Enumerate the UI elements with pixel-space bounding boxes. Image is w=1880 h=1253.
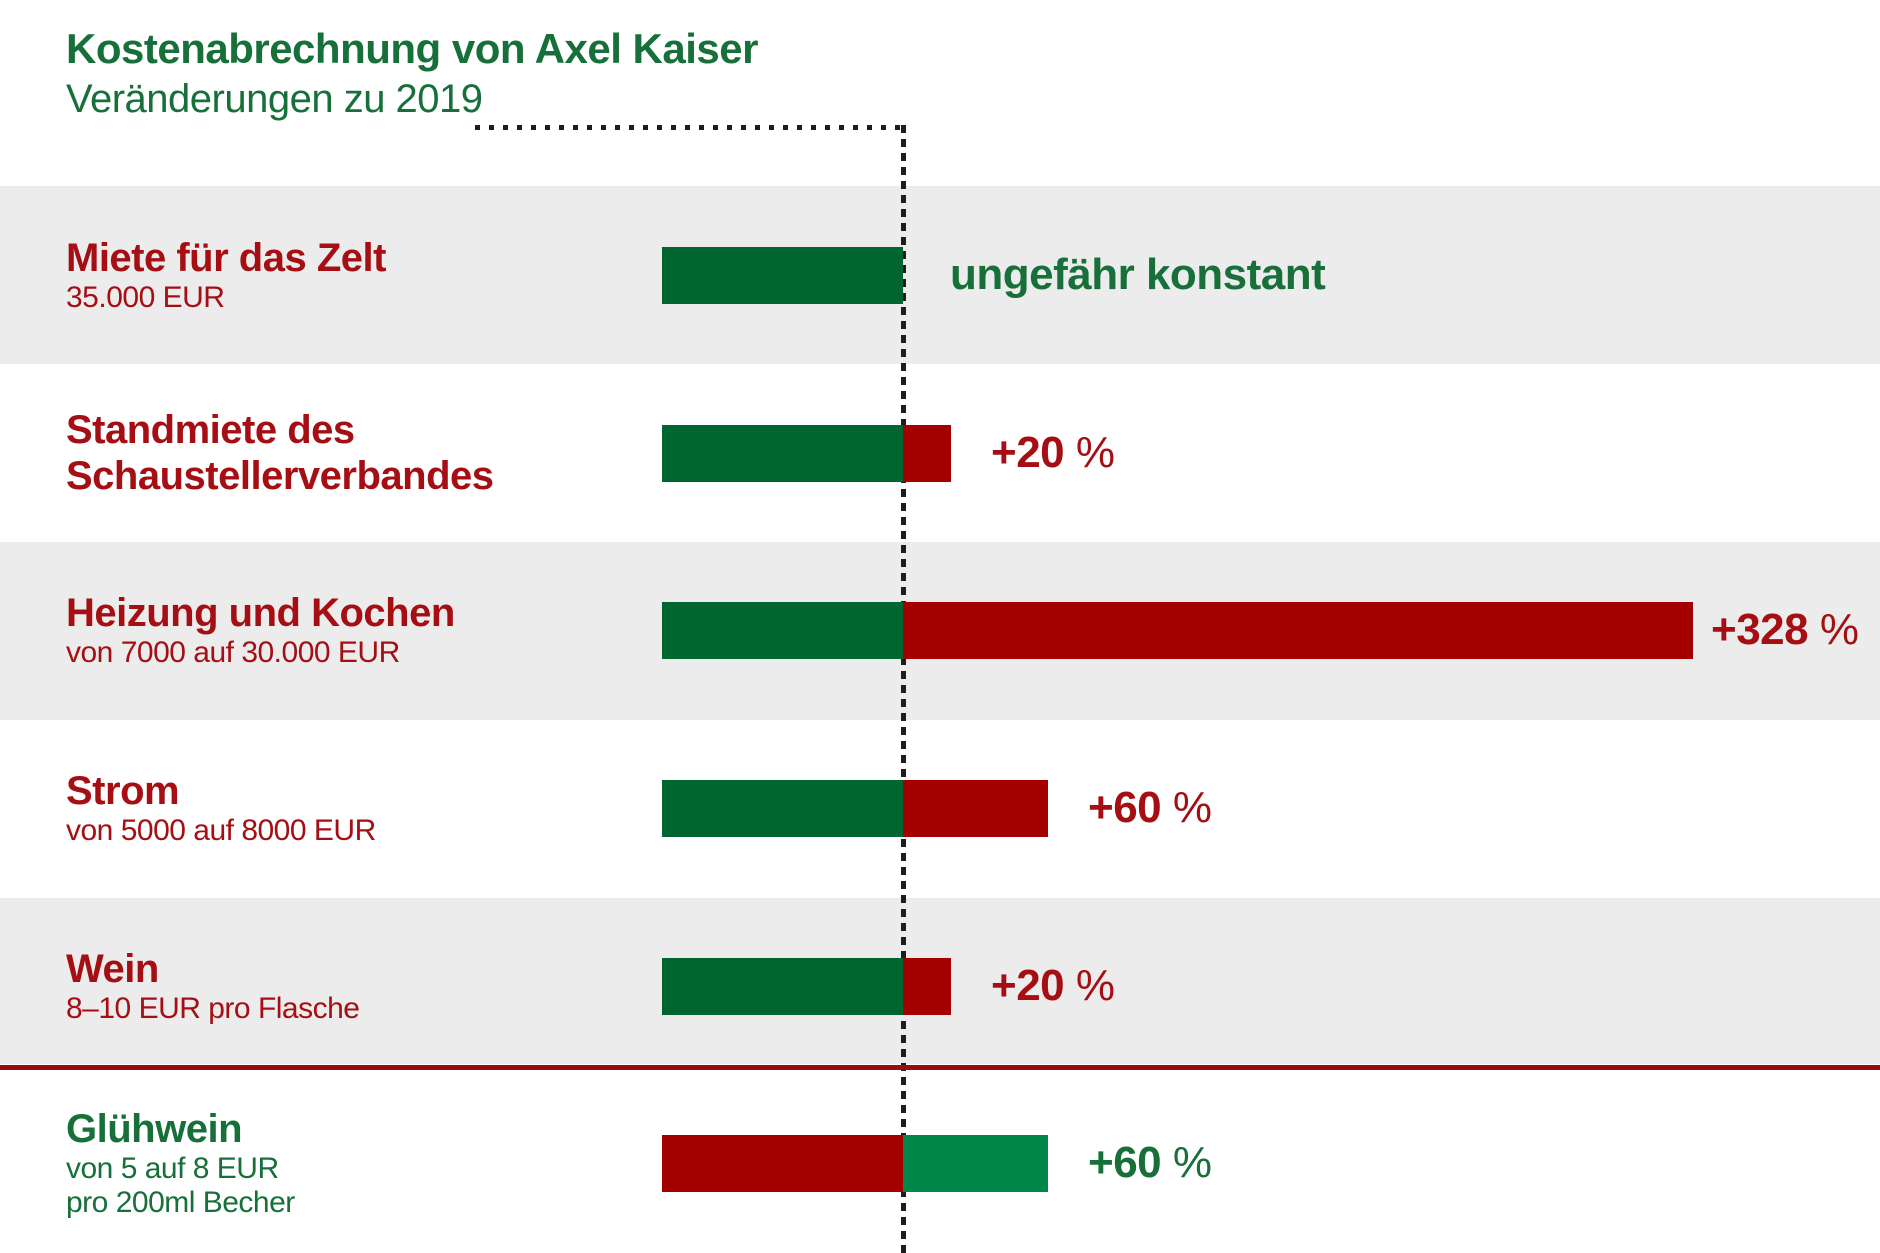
row-category: Miete für das Zelt [66,236,386,280]
change-annotation-value: ungefähr konstant [950,250,1326,299]
page-title: Kostenabrechnung von Axel Kaiser [66,25,758,72]
row-category: Wein [66,947,159,991]
change-annotation: +20 % [991,964,1115,1008]
change-annotation: ungefähr konstant [950,250,1326,299]
row-detail: 8–10 EUR pro Flasche [66,992,360,1025]
row-category: Heizung und Kochen [66,591,455,635]
row-label-block: Wein 8–10 EUR pro Flasche [66,946,360,1026]
divider-line [0,1065,1880,1070]
row-category: Glühwein [66,1107,242,1151]
bar-change-segment [903,1134,1048,1192]
change-annotation-percent-sign: % [1064,961,1115,1010]
bar-baseline-segment [662,957,903,1015]
change-annotation-value: +60 [1088,1138,1162,1187]
row-category: Standmiete des [66,408,355,452]
row-detail: 35.000 EUR [66,281,225,314]
bar-change-segment [903,779,1048,837]
row-detail: pro 200ml Becher [66,1186,295,1219]
row-label-block: Standmiete des Schaustellerverbandes [66,407,494,499]
bar-change-segment [903,601,1693,659]
row-category: Strom [66,769,180,813]
row-label-block: Miete für das Zelt 35.000 EUR [66,235,386,315]
baseline-dashed-line [901,125,906,1253]
change-annotation: +20 % [991,431,1115,475]
bar-baseline-segment [662,424,903,482]
header: Kostenabrechnung von Axel Kaiser Verände… [66,24,758,124]
bar-baseline-segment [662,246,903,304]
change-annotation-value: +328 [1711,605,1809,654]
change-annotation-value: +20 [991,961,1065,1010]
row-detail: von 7000 auf 30.000 EUR [66,636,400,669]
change-annotation: +328 % [1711,605,1859,654]
row-detail: von 5 auf 8 EUR [66,1152,279,1185]
row-category: Schaustellerverbandes [66,454,494,498]
change-annotation: +60 % [1088,1141,1212,1185]
bar-baseline-segment [662,1134,903,1192]
bar-change-segment [903,424,951,482]
change-annotation-percent-sign: % [1161,1138,1212,1187]
row-label-block: Strom von 5000 auf 8000 EUR [66,768,376,848]
change-annotation-percent-sign: % [1808,605,1859,654]
row-detail: von 5000 auf 8000 EUR [66,814,376,847]
change-annotation-percent-sign: % [1161,783,1212,832]
row-label-block: Heizung und Kochen von 7000 auf 30.000 EU… [66,590,455,670]
row-band [0,186,1880,364]
change-annotation: +60 % [1088,786,1212,830]
row-label-block: Glühwein von 5 auf 8 EUR pro 200ml Becher [66,1106,295,1220]
bar-change-segment [903,957,951,1015]
bar-baseline-segment [662,779,903,837]
page-subtitle: Veränderungen zu 2019 [66,77,483,121]
dotted-connector-horizontal [475,125,906,130]
change-annotation-value: +60 [1088,783,1162,832]
bar-baseline-segment [662,601,903,659]
change-annotation-percent-sign: % [1064,428,1115,477]
change-annotation-value: +20 [991,428,1065,477]
